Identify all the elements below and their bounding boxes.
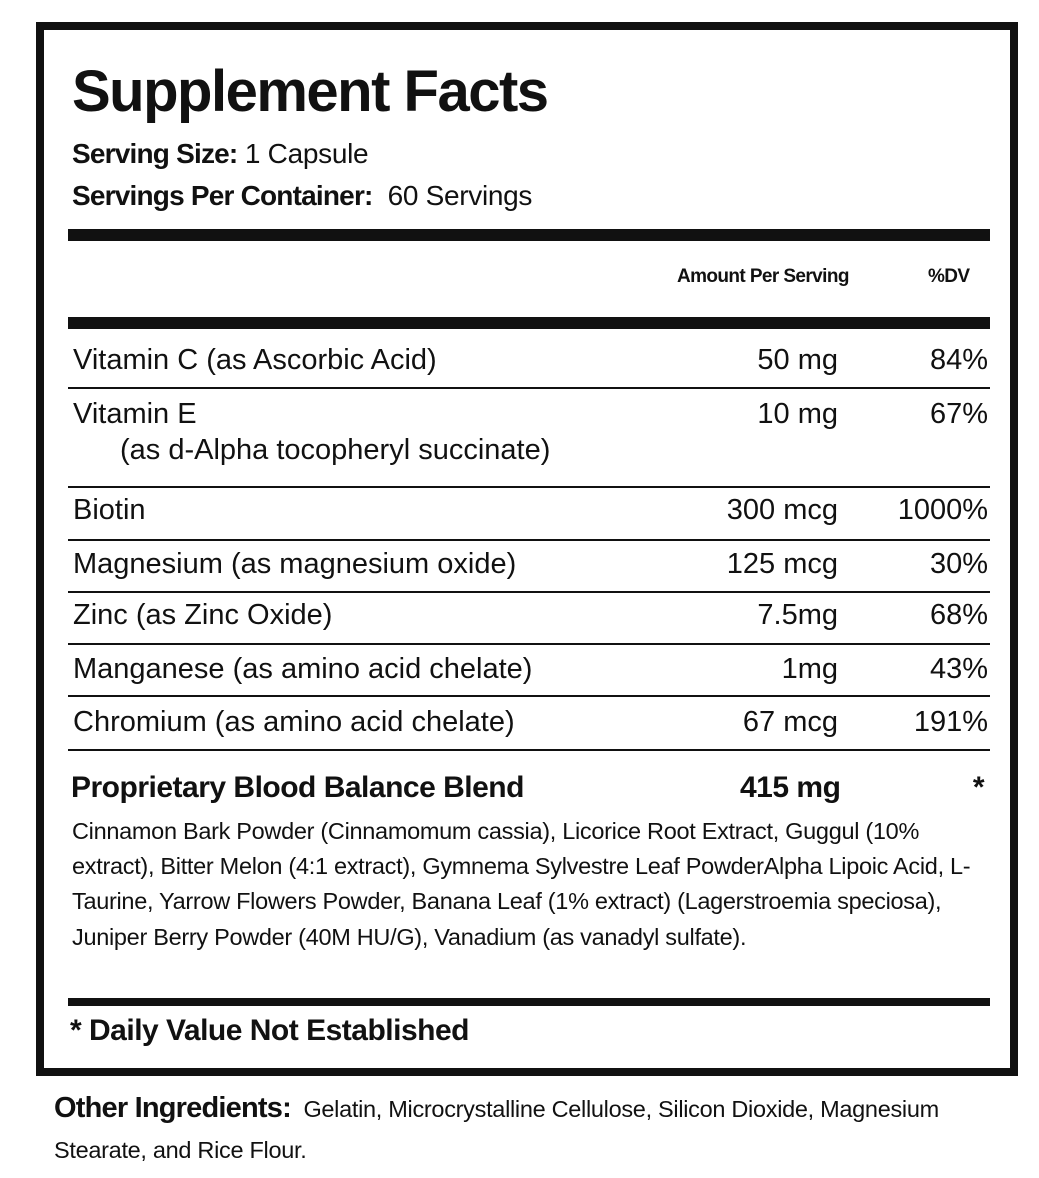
nutrient-row: Manganese (as amino acid chelate) 1mg 43…	[68, 653, 990, 689]
nutrient-name: Magnesium (as magnesium oxide)	[73, 548, 517, 580]
divider	[68, 749, 990, 751]
nutrient-name: Chromium (as amino acid chelate)	[73, 706, 515, 738]
blend-dv: *	[972, 771, 985, 804]
panel-title: Supplement Facts	[72, 59, 549, 124]
divider-thick	[68, 317, 990, 329]
nutrient-dv: 43%	[929, 653, 988, 685]
nutrient-row: Chromium (as amino acid chelate) 67 mcg …	[68, 706, 990, 742]
nutrient-dv: 30%	[929, 548, 988, 580]
column-header-dv: %DV	[928, 266, 970, 287]
servings-per-container-value: 60 Servings	[387, 180, 533, 211]
nutrient-row: Zinc (as Zinc Oxide) 7.5mg 68%	[68, 599, 990, 635]
serving-size-value: 1 Capsule	[244, 138, 369, 169]
nutrient-row: Biotin 300 mcg 1000%	[68, 494, 990, 530]
blend-ingredients: Cinnamon Bark Powder (Cinnamomum cassia)…	[72, 818, 971, 950]
facts-panel-border	[36, 22, 1018, 1076]
divider	[68, 591, 990, 593]
nutrient-name: Vitamin E	[73, 398, 197, 430]
serving-size-label: Serving Size:	[72, 138, 238, 169]
nutrient-amount: 50 mg	[757, 344, 838, 376]
servings-per-container: Servings Per Container: 60 Servings	[72, 180, 532, 212]
blend-amount: 415 mg	[740, 771, 841, 804]
nutrient-name: Zinc (as Zinc Oxide)	[73, 599, 333, 631]
column-header-amount: Amount Per Serving	[677, 266, 849, 287]
nutrient-dv: 67%	[929, 398, 988, 430]
nutrient-dv: 68%	[929, 599, 988, 631]
divider-thick	[68, 229, 990, 241]
divider	[68, 643, 990, 645]
nutrient-subname: (as d-Alpha tocopheryl succinate)	[120, 434, 551, 466]
nutrient-amount: 67 mcg	[742, 706, 838, 738]
divider-thick	[68, 998, 990, 1006]
nutrient-amount: 10 mg	[757, 398, 838, 430]
divider	[68, 539, 990, 541]
serving-size: Serving Size: 1 Capsule	[72, 138, 369, 170]
nutrient-amount: 1mg	[781, 653, 838, 685]
other-ingredients-value: Gelatin, Microcrystalline Cellulose, Sil…	[54, 1096, 939, 1163]
nutrient-amount: 7.5mg	[757, 599, 838, 631]
other-ingredients: Other Ingredients: Gelatin, Microcrystal…	[54, 1088, 1014, 1171]
nutrient-name: Vitamin C (as Ascorbic Acid)	[73, 344, 437, 376]
divider	[68, 387, 990, 389]
nutrient-row: Vitamin E (as d-Alpha tocopheryl succina…	[68, 398, 990, 466]
nutrient-name: Biotin	[73, 494, 146, 526]
nutrient-row: Vitamin C (as Ascorbic Acid) 50 mg 84%	[68, 344, 990, 380]
divider	[68, 695, 990, 697]
daily-value-footnote: * Daily Value Not Established	[70, 1014, 469, 1047]
servings-per-container-label: Servings Per Container:	[72, 180, 373, 211]
blend-name: Proprietary Blood Balance Blend	[71, 771, 524, 804]
nutrient-dv: 1000%	[897, 494, 988, 526]
other-ingredients-label: Other Ingredients:	[54, 1092, 292, 1124]
nutrient-amount: 125 mcg	[726, 548, 838, 580]
nutrient-dv: 84%	[929, 344, 988, 376]
nutrient-amount: 300 mcg	[726, 494, 838, 526]
nutrient-dv: 191%	[913, 706, 988, 738]
nutrient-name: Manganese (as amino acid chelate)	[73, 653, 533, 685]
divider	[68, 486, 990, 488]
nutrient-row: Magnesium (as magnesium oxide) 125 mcg 3…	[68, 548, 990, 584]
